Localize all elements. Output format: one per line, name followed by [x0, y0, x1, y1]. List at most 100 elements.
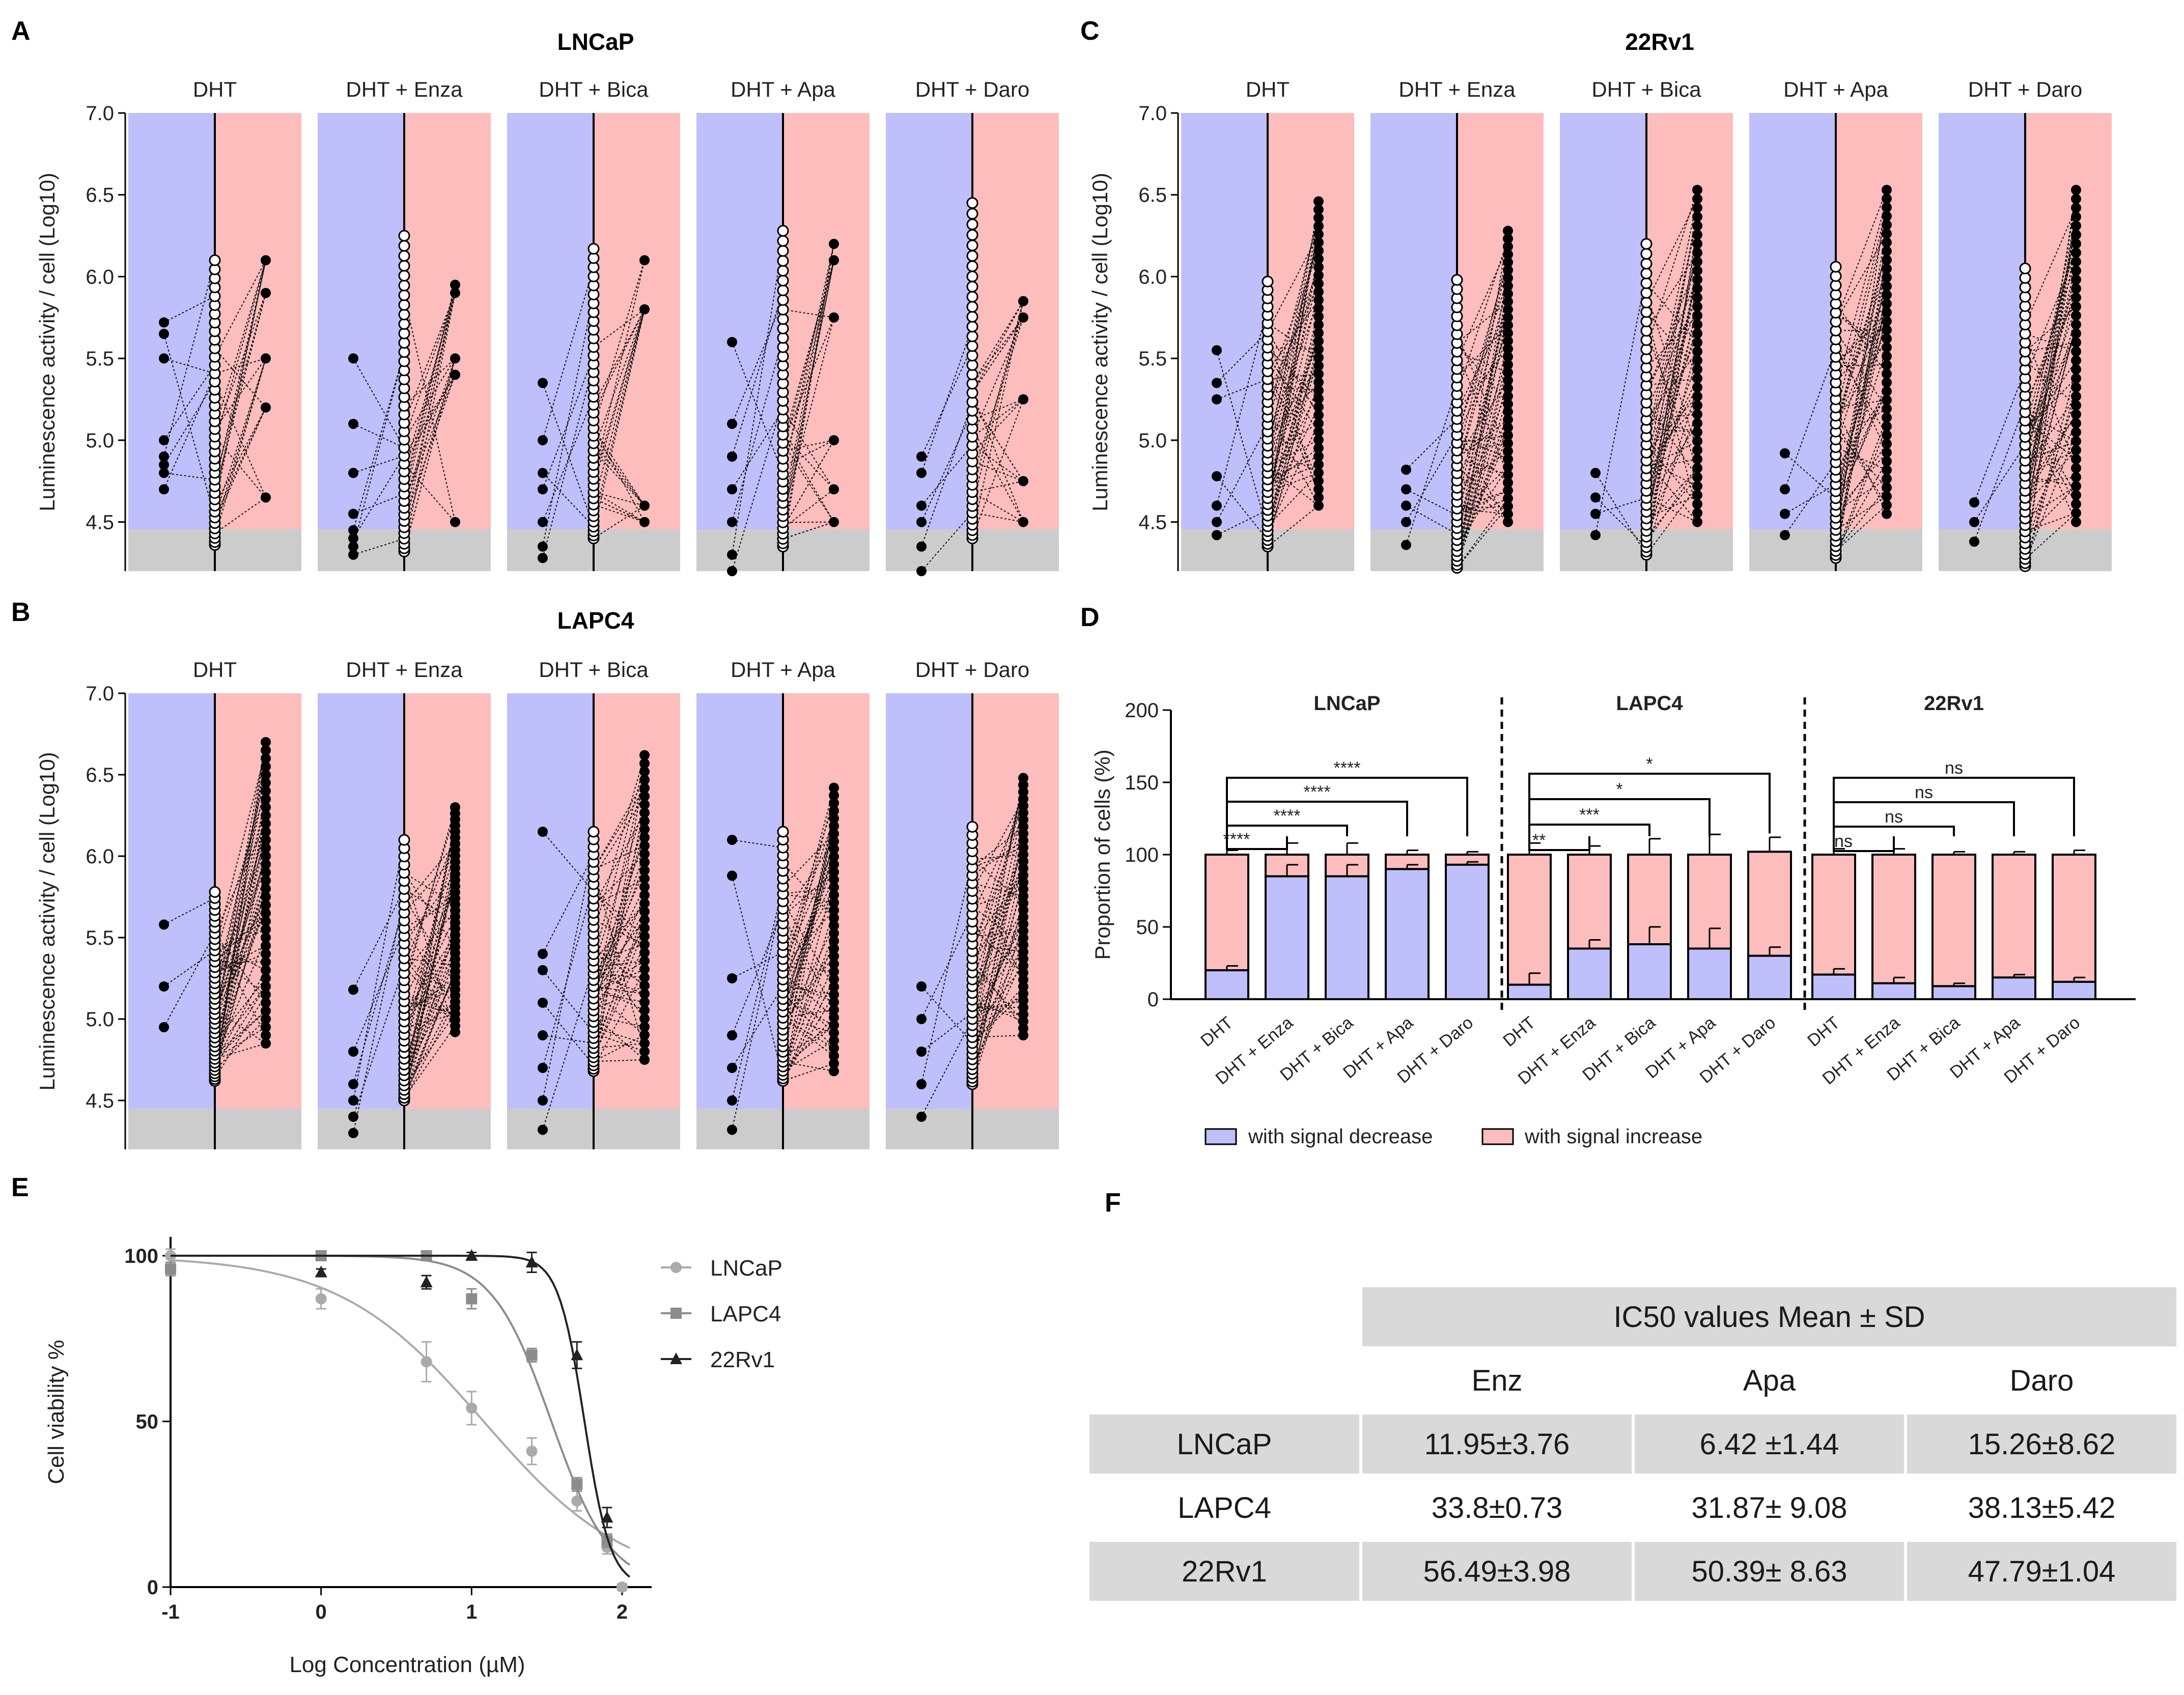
connector-line [353, 352, 405, 547]
data-point-right [1313, 311, 1324, 322]
connector-line [2025, 449, 2077, 505]
data-point-center [966, 250, 978, 262]
data-point-right [639, 980, 650, 991]
connector-line [404, 957, 456, 966]
data-point-right [639, 915, 650, 925]
data-point-left [348, 1128, 358, 1138]
connector-line [1267, 308, 1319, 531]
connector-line [782, 849, 834, 967]
connector-line [1457, 380, 1508, 561]
data-point-right [1882, 333, 1892, 344]
legend-label: 22Rv1 [710, 1347, 775, 1372]
data-point-right [1018, 981, 1028, 992]
data-point-left [1969, 536, 1979, 547]
data-point-left [1401, 500, 1411, 511]
data-point-right [829, 798, 839, 808]
data-point-right [2071, 490, 2081, 500]
bar-group-title: 22Rv1 [1924, 692, 1984, 715]
connector-line [404, 293, 456, 552]
connector-line [782, 841, 834, 1024]
data-point-right [261, 900, 271, 910]
data-point-right [1882, 465, 1892, 475]
data-point-right [2071, 328, 2081, 339]
data-point-right [1692, 507, 1702, 518]
data-point-right [639, 500, 650, 511]
connector-line [214, 896, 266, 1009]
data-point-left [159, 484, 169, 495]
connector-line [972, 924, 1024, 1085]
connector-line [1646, 342, 1698, 548]
significance-label: * [1646, 754, 1653, 774]
significance-bracket [1226, 801, 1408, 845]
connector-line [1835, 312, 1887, 366]
connector-line [214, 750, 266, 951]
data-point-left [1780, 508, 1790, 519]
data-point-right [261, 778, 271, 788]
data-point-right [1503, 328, 1513, 338]
connector-line [1646, 444, 1698, 504]
connector-line [1646, 252, 1698, 331]
connector-line [1835, 268, 1887, 558]
y-tick-label: 6.0 [1138, 266, 1167, 288]
connector-line [1835, 399, 1887, 408]
data-point-left [538, 435, 548, 445]
decrease-region [318, 693, 404, 1109]
data-point-left [727, 1095, 737, 1106]
connector-line [593, 309, 645, 451]
y-tick-label: 7.0 [86, 683, 114, 705]
data-point-right [1503, 399, 1513, 409]
bar-increase [1992, 854, 2036, 979]
connector-line [1406, 489, 1458, 516]
connector-line [214, 970, 266, 1063]
connector-line [593, 443, 645, 506]
connector-line [1646, 282, 1698, 343]
data-point [421, 1356, 432, 1368]
connector-line [732, 951, 783, 979]
connector-line [1267, 242, 1319, 425]
data-point-right [1882, 325, 1892, 335]
data-point-right [1313, 253, 1324, 264]
data-point-right [1018, 947, 1028, 957]
connector-line [214, 293, 266, 437]
data-point-right [1882, 229, 1892, 239]
connector-line [1457, 465, 1508, 515]
data-point-right [2071, 337, 2081, 348]
data-point-right [639, 791, 650, 802]
connector-line [404, 971, 456, 1094]
data-point-right [1692, 382, 1702, 393]
data-point-right [1313, 295, 1324, 305]
connector-line [353, 896, 405, 1134]
data-point-right [829, 805, 839, 816]
bar-decrease [1325, 875, 1369, 1000]
data-point-right [1882, 369, 1892, 379]
data-point-right [1313, 427, 1324, 437]
connector-line [972, 317, 1024, 393]
connector-line [2025, 297, 2077, 404]
panel-letter-a: A [11, 16, 31, 46]
data-point-center [777, 255, 789, 267]
connector-line [593, 763, 645, 961]
data-point-right [1503, 438, 1513, 448]
connector-line [1835, 268, 1887, 424]
connector-line [593, 903, 645, 962]
data-point-left [1212, 394, 1222, 405]
data-point-right [829, 874, 839, 885]
data-point-right [1503, 414, 1513, 425]
connector-line [782, 795, 834, 993]
data-point-center [1640, 315, 1653, 327]
data-point-left [348, 525, 358, 535]
connector-line [972, 401, 1024, 482]
x-tick-label: -1 [161, 1601, 180, 1623]
connector-line [732, 290, 783, 457]
increase-region [2025, 113, 2112, 529]
data-point-right [829, 828, 839, 839]
connector-line [593, 919, 645, 1049]
connector-line [593, 498, 645, 523]
data-point-center [966, 260, 978, 272]
data-point-right [1882, 377, 1892, 388]
connector-line [353, 358, 405, 448]
data-point-right [1503, 454, 1513, 464]
data-point-left [538, 827, 548, 837]
data-point-right [639, 988, 650, 999]
data-point-right [829, 913, 839, 923]
